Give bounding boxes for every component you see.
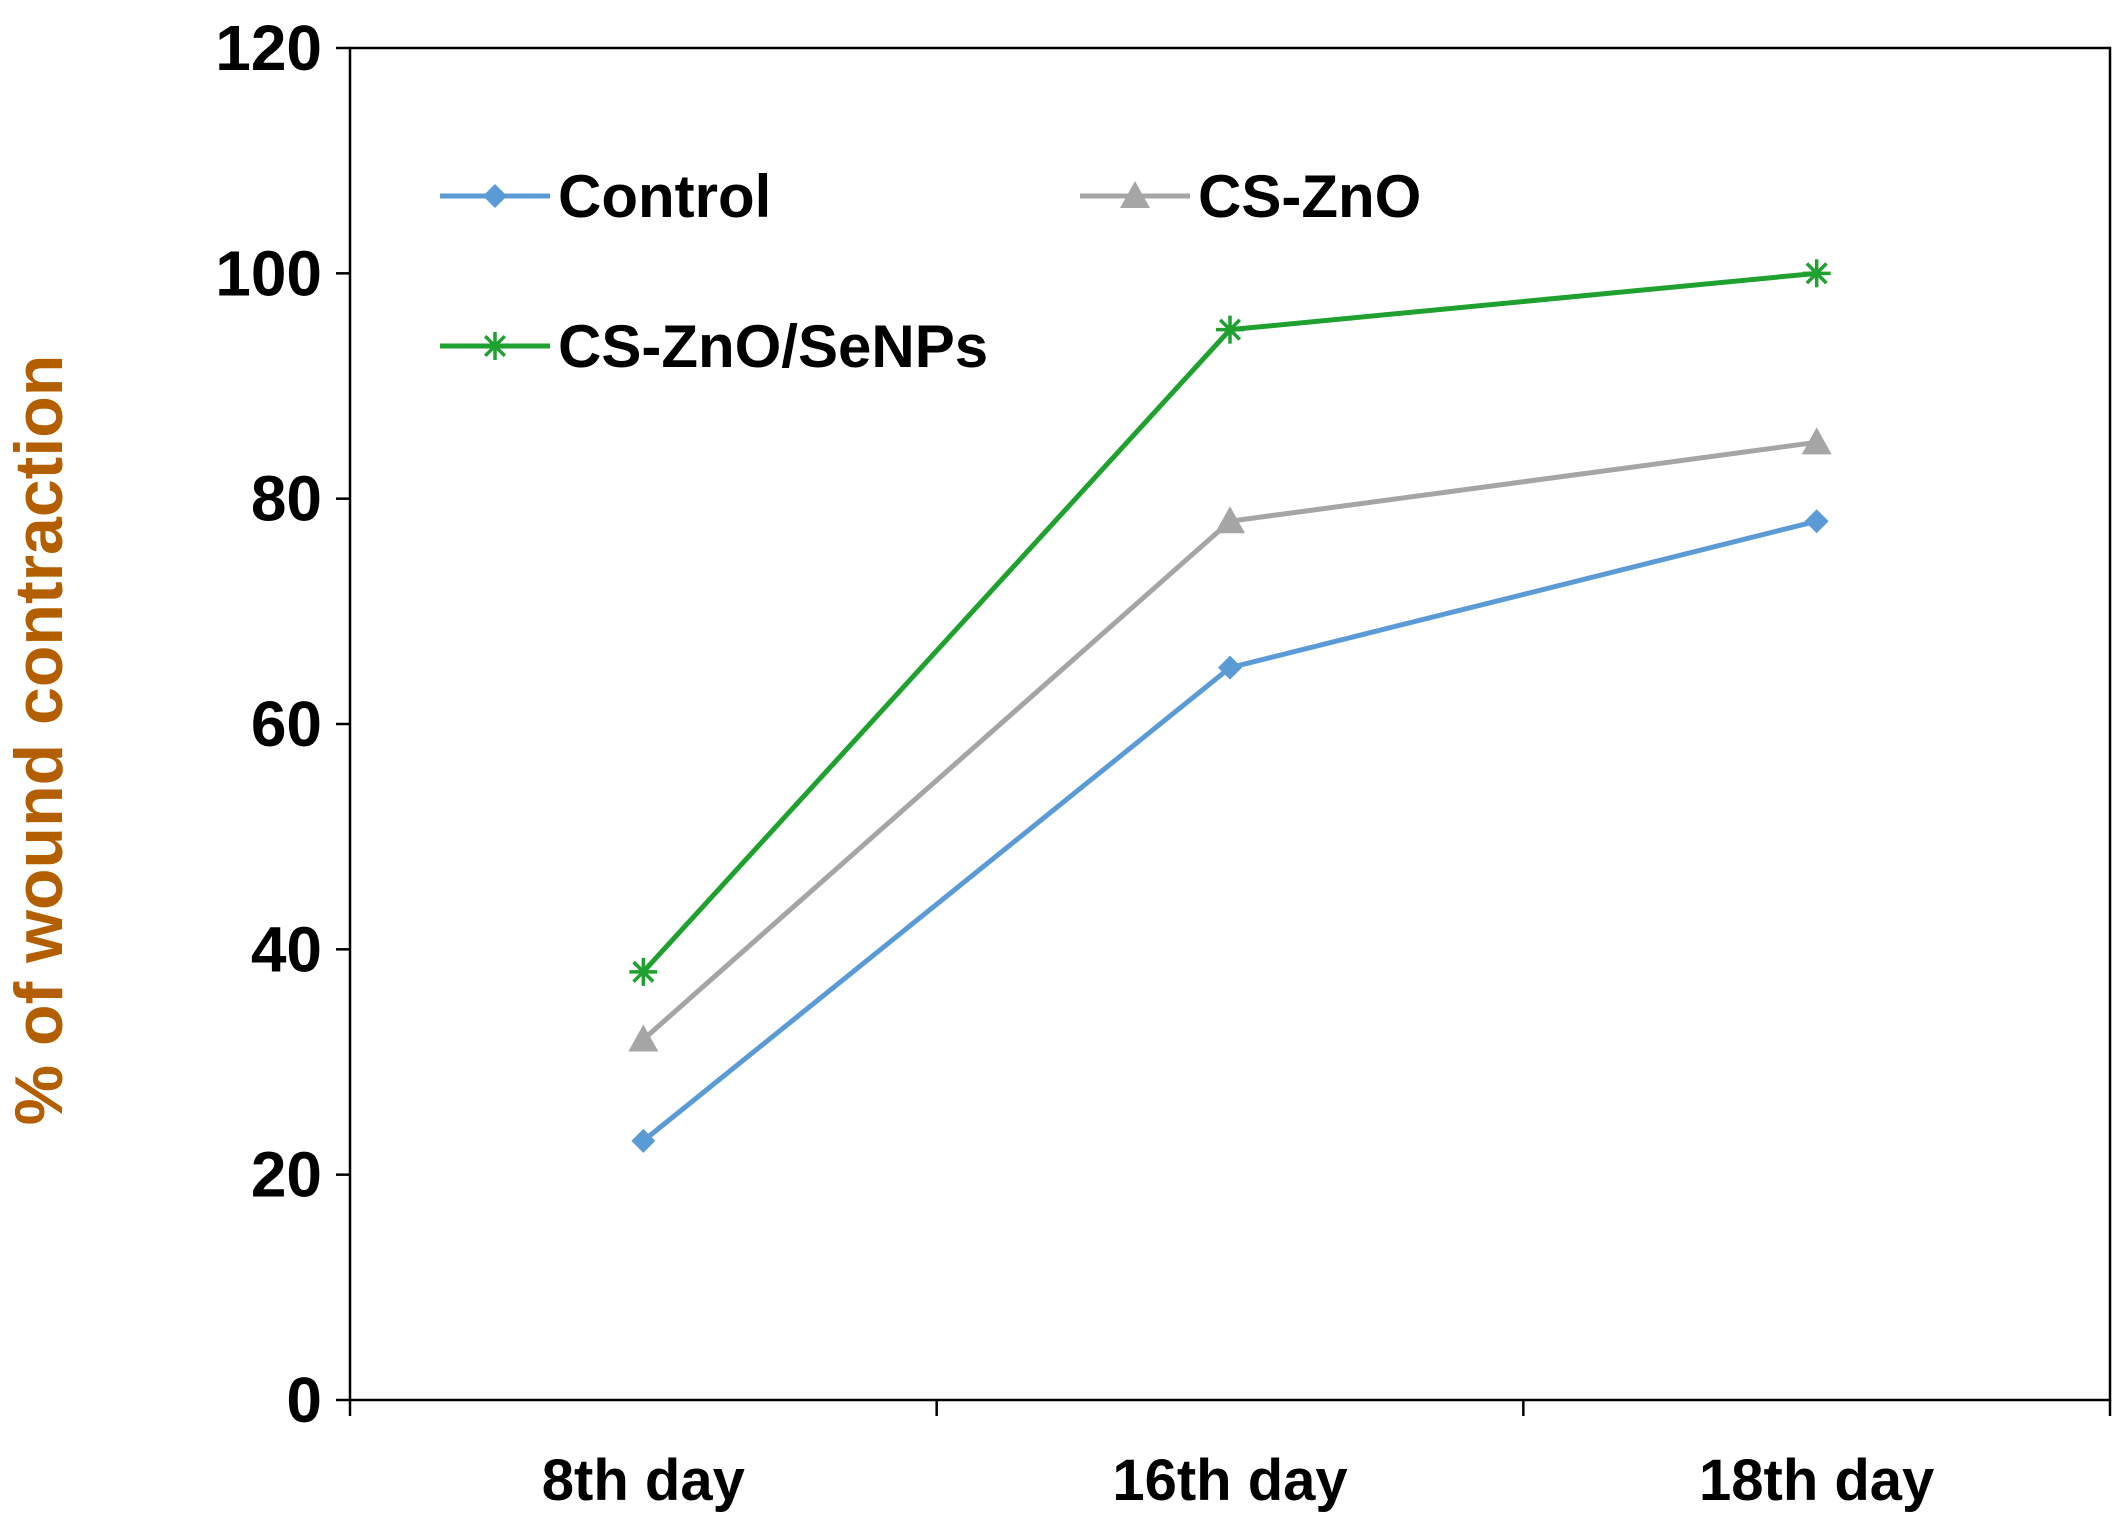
x-tick-label: 8th day	[542, 1448, 745, 1513]
series-group	[628, 259, 1832, 1153]
x-tick-label: 18th day	[1699, 1448, 1934, 1513]
legend-item: CS-ZnO	[1080, 163, 1421, 230]
data-point	[631, 1128, 656, 1153]
plot-frame	[348, 46, 2112, 1402]
y-axis-title: % of wound contraction	[1, 355, 77, 1126]
data-point	[628, 1024, 659, 1052]
y-tick-label: 120	[215, 12, 322, 84]
x-axis: 8th day 16th day 18th day	[348, 1400, 2112, 1513]
data-point	[1802, 259, 1831, 288]
data-point	[1804, 509, 1829, 534]
data-point	[1216, 315, 1244, 344]
data-point	[1218, 655, 1242, 680]
data-point	[1801, 427, 1832, 455]
legend-marker	[481, 332, 509, 360]
legend-item: Control	[440, 163, 771, 230]
y-tick-label: 0	[286, 1364, 322, 1436]
data-point	[1215, 506, 1245, 534]
series-line-0	[641, 518, 1818, 1143]
data-point	[629, 957, 658, 986]
legend-item: CS-ZnO/SeNPs	[440, 313, 988, 380]
y-tick-label: 20	[251, 1139, 322, 1211]
plot-area	[348, 46, 2112, 1402]
legend: Control CS-ZnO CS-ZnO/SeNPs	[440, 163, 1421, 380]
legend-marker	[1120, 181, 1150, 208]
y-tick-label: 80	[251, 463, 322, 535]
legend-label: CS-ZnO/SeNPs	[558, 313, 988, 380]
legend-marker	[483, 184, 507, 208]
x-tick-label: 16th day	[1112, 1448, 1347, 1513]
y-tick-label: 60	[251, 688, 322, 760]
legend-label: CS-ZnO	[1198, 163, 1421, 230]
y-tick-label: 40	[251, 913, 322, 985]
y-axis: 0 20 40 60 80 100 120	[215, 12, 350, 1436]
y-tick-label: 100	[215, 237, 322, 309]
legend-label: Control	[558, 163, 771, 230]
